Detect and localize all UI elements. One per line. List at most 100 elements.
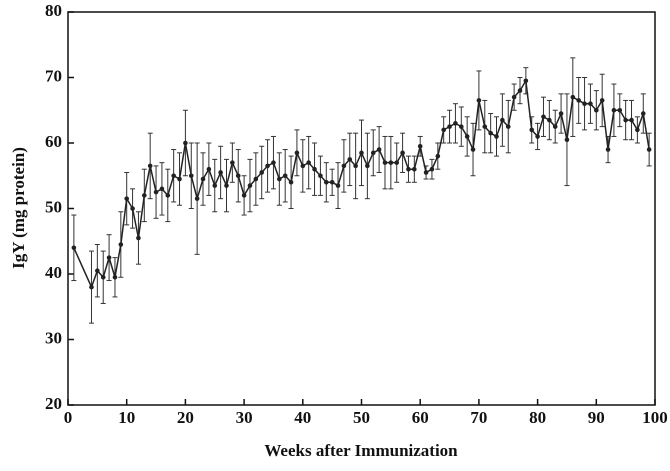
data-point [611, 107, 617, 113]
data-point [259, 170, 265, 175]
data-point [165, 193, 171, 198]
data-point [394, 160, 400, 165]
data-point [458, 124, 464, 129]
data-point [112, 274, 118, 280]
data-point [130, 206, 135, 211]
data-point [188, 173, 194, 179]
data-point [177, 176, 182, 182]
data-point [441, 127, 446, 133]
data-point [588, 101, 593, 106]
data-point [594, 107, 599, 113]
data-point [376, 147, 382, 152]
data-point [329, 180, 335, 185]
data-point [124, 196, 129, 201]
data-point [306, 160, 311, 165]
data-point [646, 147, 652, 152]
data-point [488, 130, 493, 136]
x-tick-label: 90 [588, 408, 605, 427]
data-point [417, 143, 423, 149]
data-point [194, 196, 200, 201]
data-point [629, 117, 634, 123]
data-point [171, 173, 176, 179]
data-point [153, 189, 159, 195]
data-point [271, 160, 276, 165]
x-tick-label: 20 [177, 408, 194, 427]
data-point [541, 114, 546, 120]
data-point [400, 150, 405, 156]
data-point [576, 98, 581, 103]
data-point [640, 111, 646, 116]
data-point [382, 160, 388, 165]
data-point [323, 180, 329, 185]
data-point [582, 101, 587, 106]
data-point [470, 147, 476, 152]
data-point [464, 134, 470, 139]
data-point [370, 150, 376, 156]
data-point [599, 98, 605, 103]
data-point [200, 176, 206, 182]
x-axis-label: Weeks after Immunization [264, 441, 458, 460]
data-point [341, 163, 347, 169]
data-point [429, 166, 435, 172]
data-point [353, 163, 358, 169]
data-point [71, 245, 77, 251]
x-tick-label: 60 [412, 408, 429, 427]
data-point [224, 183, 229, 188]
data-point [241, 193, 247, 198]
y-tick-label: 80 [45, 1, 62, 20]
data-point [406, 166, 411, 172]
x-tick-label: 50 [353, 408, 370, 427]
x-tick-label: 80 [529, 408, 546, 427]
data-point [206, 166, 212, 172]
data-point [500, 117, 505, 123]
data-point [347, 157, 353, 162]
data-point [183, 140, 188, 146]
data-point [517, 88, 523, 93]
data-point [423, 170, 429, 175]
data-point [312, 166, 317, 172]
data-point [412, 166, 417, 172]
data-point [95, 268, 100, 274]
data-point [159, 186, 165, 192]
data-point [476, 98, 482, 103]
data-point [89, 284, 94, 290]
data-point [318, 173, 323, 179]
x-tick-label: 10 [118, 408, 135, 427]
y-tick-label: 40 [45, 263, 62, 282]
data-point [359, 150, 364, 156]
y-tick-label: 30 [45, 328, 62, 347]
data-point [142, 193, 147, 198]
x-tick-label: 70 [470, 408, 487, 427]
data-point [564, 137, 570, 143]
x-tick-label: 30 [236, 408, 253, 427]
data-point [253, 176, 259, 182]
data-point [570, 94, 576, 100]
data-point [136, 235, 141, 241]
y-axis-label: IgY (mg protein) [9, 147, 28, 269]
data-point [277, 176, 282, 182]
data-point [453, 121, 458, 126]
data-point [505, 124, 511, 129]
data-point [535, 134, 540, 139]
data-point [511, 94, 517, 100]
data-point [335, 183, 341, 188]
data-point [100, 274, 106, 280]
data-point [552, 124, 558, 129]
x-tick-label: 0 [64, 408, 73, 427]
data-point [558, 111, 564, 116]
y-tick-label: 60 [45, 132, 62, 151]
x-tick-label: 100 [642, 408, 668, 427]
data-point [235, 173, 241, 179]
data-point [529, 127, 535, 133]
data-point [118, 242, 124, 247]
data-point [623, 117, 628, 123]
data-point [388, 160, 394, 165]
data-point [147, 163, 153, 169]
data-point [447, 124, 452, 129]
y-tick-label: 50 [45, 197, 62, 216]
data-point [365, 163, 370, 169]
data-point [494, 134, 499, 139]
data-point [435, 153, 441, 159]
data-point [282, 173, 288, 179]
